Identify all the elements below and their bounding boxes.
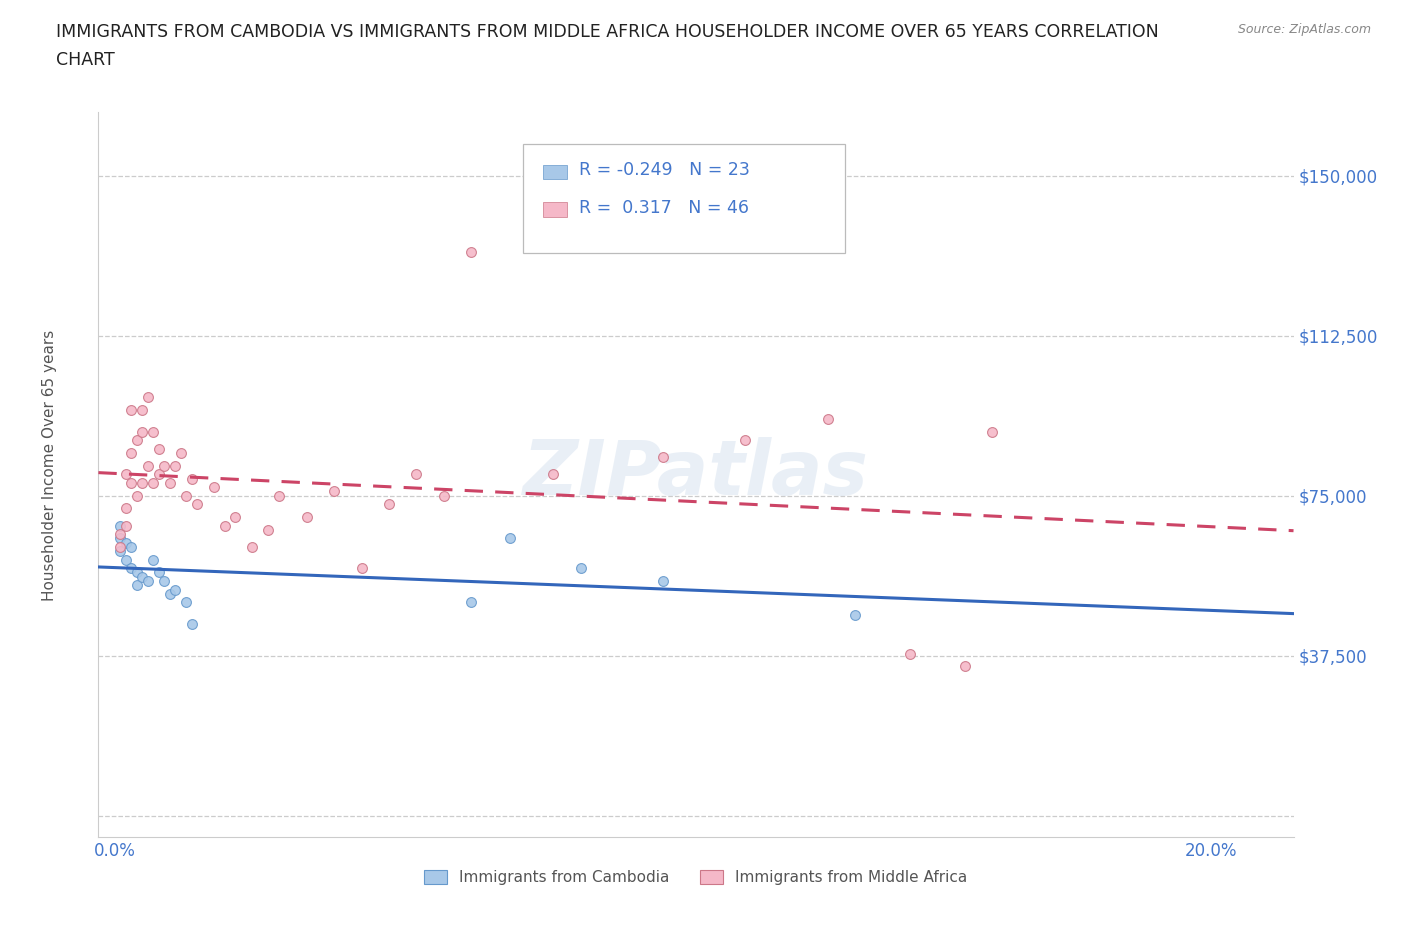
Point [131, 403, 153, 418]
Point [224, 510, 246, 525]
Point [202, 480, 225, 495]
Text: ZIPatlas: ZIPatlas [523, 437, 869, 512]
Point [186, 497, 208, 512]
Point [433, 488, 456, 503]
Text: R = -0.249   N = 23: R = -0.249 N = 23 [579, 162, 749, 179]
Point [114, 518, 136, 533]
Point [569, 561, 592, 576]
Point [114, 535, 136, 550]
Point [125, 488, 148, 503]
Point [295, 510, 318, 525]
Point [543, 467, 565, 482]
Point [405, 467, 427, 482]
Point [460, 595, 482, 610]
Point [898, 646, 921, 661]
Point [844, 607, 866, 622]
Point [114, 467, 136, 482]
Point [153, 574, 176, 589]
Point [257, 523, 280, 538]
Point [136, 390, 159, 405]
Point [120, 475, 142, 490]
Point [817, 411, 839, 426]
Point [120, 445, 142, 460]
Text: Householder Income Over 65 years: Householder Income Over 65 years [42, 329, 56, 601]
Point [148, 467, 170, 482]
Text: R =  0.317   N = 46: R = 0.317 N = 46 [579, 199, 749, 217]
Point [180, 472, 202, 486]
Point [953, 658, 976, 673]
Point [110, 539, 132, 554]
Point [110, 526, 132, 541]
Point [169, 445, 191, 460]
Point [174, 595, 197, 610]
Point [131, 569, 153, 584]
Point [378, 497, 401, 512]
Point [981, 424, 1004, 439]
FancyBboxPatch shape [523, 144, 845, 253]
Point [159, 475, 181, 490]
Text: Source: ZipAtlas.com: Source: ZipAtlas.com [1237, 23, 1371, 36]
Point [110, 518, 132, 533]
Point [131, 424, 153, 439]
Point [136, 458, 159, 473]
Point [652, 450, 675, 465]
Point [142, 475, 165, 490]
Text: IMMIGRANTS FROM CAMBODIA VS IMMIGRANTS FROM MIDDLE AFRICA HOUSEHOLDER INCOME OVE: IMMIGRANTS FROM CAMBODIA VS IMMIGRANTS F… [56, 23, 1159, 41]
Point [214, 518, 236, 533]
Point [734, 432, 756, 447]
Point [148, 441, 170, 456]
Point [269, 488, 291, 503]
Point [131, 475, 153, 490]
Point [125, 432, 148, 447]
Point [110, 531, 132, 546]
Point [460, 245, 482, 259]
Point [652, 574, 675, 589]
Point [125, 578, 148, 592]
Point [159, 586, 181, 601]
Point [120, 561, 142, 576]
Point [240, 539, 263, 554]
Point [120, 403, 142, 418]
Point [350, 561, 373, 576]
Point [165, 458, 187, 473]
Point [136, 574, 159, 589]
Text: CHART: CHART [56, 51, 115, 69]
Point [120, 539, 142, 554]
Point [142, 424, 165, 439]
Point [498, 531, 520, 546]
Legend: Immigrants from Cambodia, Immigrants from Middle Africa: Immigrants from Cambodia, Immigrants fro… [418, 864, 974, 891]
Point [148, 565, 170, 580]
Point [323, 484, 346, 498]
Point [180, 617, 202, 631]
Point [153, 458, 176, 473]
Point [165, 582, 187, 597]
Point [114, 501, 136, 516]
Point [142, 552, 165, 567]
FancyBboxPatch shape [543, 165, 567, 179]
Point [174, 488, 197, 503]
Point [114, 552, 136, 567]
Point [110, 544, 132, 559]
FancyBboxPatch shape [543, 203, 567, 217]
Point [125, 565, 148, 580]
